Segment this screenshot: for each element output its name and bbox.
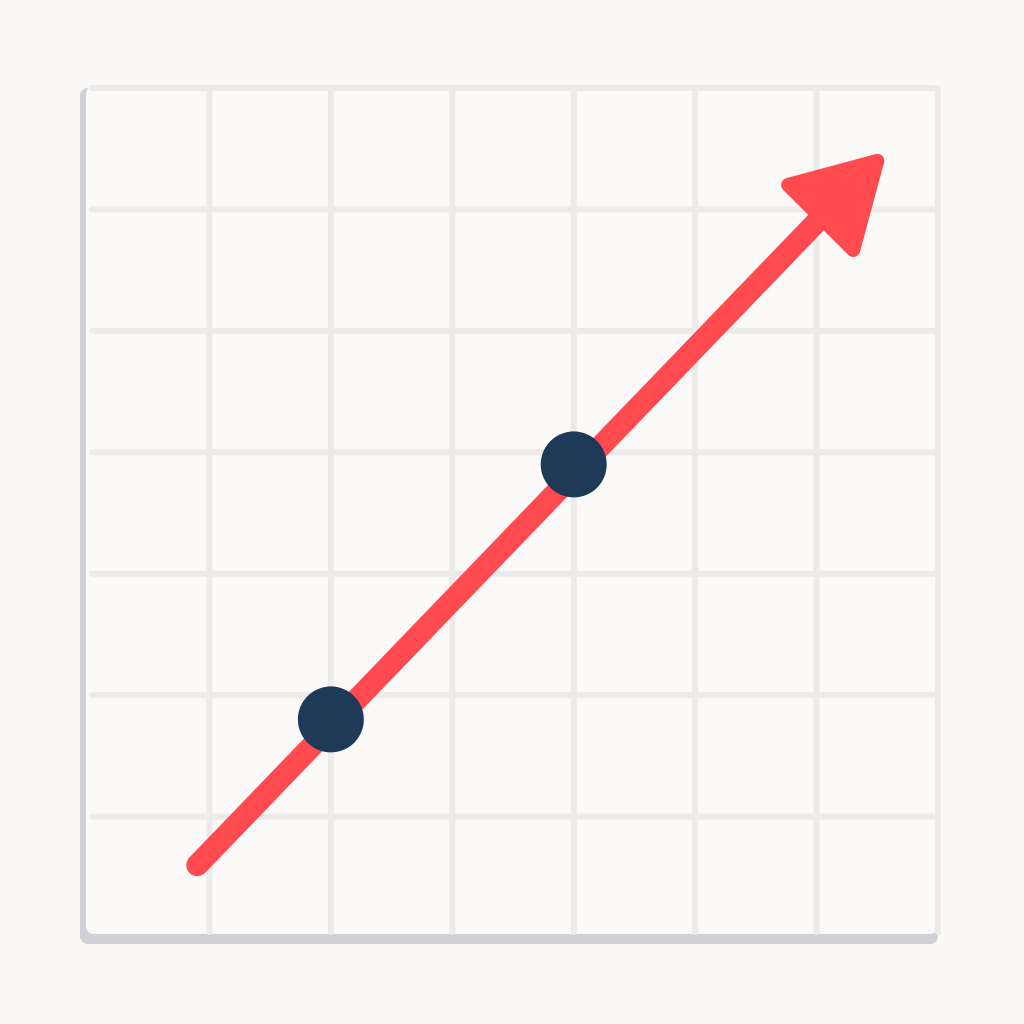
grid <box>89 85 941 935</box>
arrow-head <box>781 153 885 257</box>
series-line <box>186 153 885 877</box>
data-markers <box>297 431 607 753</box>
data-point <box>540 431 607 498</box>
chart-panel <box>80 86 938 944</box>
data-point <box>297 686 364 753</box>
series-line-segment <box>186 199 839 877</box>
